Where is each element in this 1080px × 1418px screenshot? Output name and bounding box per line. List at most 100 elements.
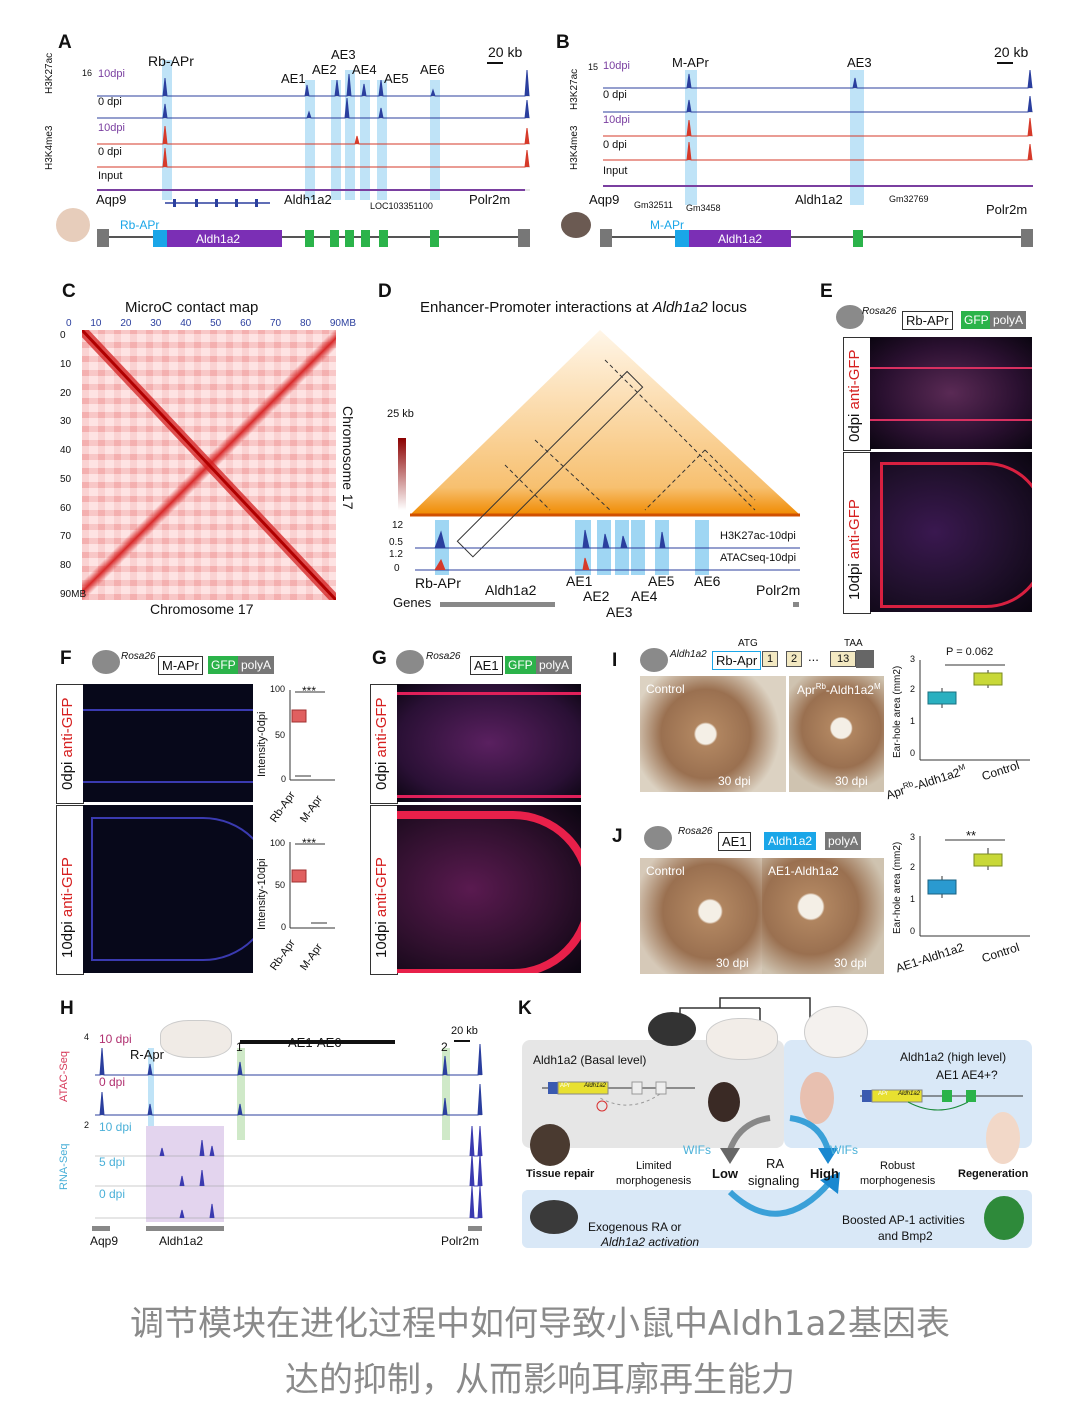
tick: 70: [270, 318, 282, 329]
label-sup: Rb: [815, 682, 826, 691]
panel-b-track-5: Input: [603, 165, 628, 177]
panel-d-y3: 1.2: [389, 549, 403, 560]
ear-icon: [530, 1124, 570, 1166]
panel-a-region-ae3: AE3: [331, 47, 356, 62]
panel-f-reporter: GFP: [208, 656, 239, 674]
panel-c-xlabel: Chromosome 17: [150, 601, 254, 617]
panel-f-boxplots: [289, 690, 335, 929]
panel-f-plot1-sig: ***: [302, 836, 317, 850]
panel-label-j: J: [612, 826, 623, 847]
panel-k-limited2: morphogenesis: [616, 1175, 692, 1187]
panel-j-photo-control: Control 30 dpi: [640, 858, 786, 974]
panel-i-photo-control-day: 30 dpi: [718, 774, 751, 788]
panel-j-polya: polyA: [825, 832, 862, 850]
panel-h-atac-track2: 0 dpi: [99, 1075, 126, 1089]
panel-d-region-ae5: AE5: [648, 573, 675, 589]
panel-f-plot1-tick-0: 0: [281, 922, 287, 932]
panel-a-gene-loc: LOC103351100: [370, 201, 433, 211]
panel-j-gene: Aldh1a2: [764, 832, 817, 850]
panel-b-construct-gene: Aldh1a2: [718, 232, 763, 246]
panel-d-region-ae1: AE1: [566, 573, 593, 589]
panel-d-colorbar: [398, 438, 406, 510]
panel-h-rna-track2: 5 dpi: [99, 1155, 126, 1169]
panel-d-title: Enhancer-Promoter interactions at Aldh1a…: [420, 299, 747, 316]
tick: 0: [66, 318, 72, 329]
panel-h-rna-name: RNA-Seq: [58, 1143, 70, 1190]
panel-d-region-polr2m: Polr2m: [756, 582, 801, 598]
panel-b-mark-h3k27ac: H3K27ac: [569, 68, 580, 110]
panel-label-h: H: [60, 998, 74, 1019]
panel-k-boost1: Boosted AP-1 activities: [842, 1213, 965, 1227]
panel-a-track-2: 0 dpi: [98, 96, 122, 108]
panel-d-title-pre: Enhancer-Promoter interactions at: [420, 299, 653, 316]
panel-d-region-aldh1a2: Aldh1a2: [485, 582, 537, 598]
panel-j-photo-ae1: AE1-Aldh1a2 30 dpi: [762, 858, 884, 974]
panel-c-ticks-left: 0 10 20 30 40 50 60 70 80 90MB: [60, 330, 86, 600]
panel-h-rna-track3: 0 dpi: [99, 1187, 126, 1201]
panel-f-polya: polyA: [238, 656, 275, 674]
panel-b-region-ae3: AE3: [847, 55, 872, 70]
panel-i-photo-control: Control 30 dpi: [640, 676, 786, 792]
panel-f-plot0-sig: ***: [302, 684, 317, 698]
tick: 50: [210, 318, 222, 329]
stain-label: anti-GFP: [59, 857, 76, 918]
panel-b-track-2: 0 dpi: [603, 89, 627, 101]
tick: 10: [90, 318, 102, 329]
panel-k-regeneration: Regeneration: [958, 1168, 1029, 1180]
panel-k-cycle-arrows: [720, 1115, 840, 1217]
label-part: Apr: [797, 683, 816, 697]
day-label: 0dpi: [59, 761, 76, 790]
panel-e-image-10dpi: [870, 452, 1032, 612]
panel-i-boxplot: [919, 660, 1030, 761]
white-rat-icon: [706, 1018, 778, 1060]
mouse-icon: [561, 212, 591, 238]
panel-label-d: D: [378, 281, 392, 302]
panel-j-photo-ae1-day: 30 dpi: [834, 956, 867, 970]
tick: 70: [60, 531, 72, 543]
tick: 90MB: [329, 318, 356, 329]
panel-label-f: F: [60, 648, 72, 669]
panel-c-title: MicroC contact map: [125, 299, 259, 316]
panel-k-ra: RA: [766, 1156, 785, 1171]
panel-f-plot0-tick-100: 100: [270, 684, 286, 694]
panel-b-construct-promoter: M-APr: [650, 218, 684, 232]
panel-b-gene-aldh1a2: Aldh1a2: [795, 192, 843, 207]
panel-a-track-3: 10dpi: [98, 122, 125, 134]
panel-f-image-0dpi: [83, 684, 253, 802]
day-label: 10dpi: [59, 921, 76, 958]
mouse-icon: [640, 648, 668, 672]
panel-b-scale: 20 kb: [994, 44, 1029, 60]
panel-i-plot-ylabel: Ear-hole area (mm2): [892, 665, 903, 758]
panel-b-tracks: [600, 62, 1033, 247]
panel-j-photo-control-label: Control: [646, 864, 685, 878]
panel-f-plot1-tick-50: 50: [275, 880, 286, 890]
panel-k-right-schematic: [860, 1089, 1023, 1111]
panel-i-atg: ATG: [738, 638, 758, 649]
panel-d-region-rbapr: Rb-APr: [415, 575, 461, 591]
panel-j-photo-ae1-label: AE1-Aldh1a2: [768, 864, 839, 878]
panel-g-reporter: GFP: [505, 656, 536, 674]
panel-d-interaction-triangle: [410, 330, 800, 607]
panel-e-rosa: Rosa26: [862, 306, 897, 317]
panel-f-plot1-ylabel: Intensity-10dpi: [256, 858, 268, 930]
panel-f-plot0-tick-50: 50: [275, 730, 286, 740]
tick: 0: [60, 330, 66, 341]
panel-a-region-ae1: AE1: [281, 71, 306, 86]
panel-h-atac-name: ATAC-Seq: [58, 1051, 70, 1102]
panel-i-plot-tick0: 0: [910, 748, 916, 758]
panel-b-gene-aqp9: Aqp9: [589, 192, 620, 207]
panel-b-gene-gm32769: Gm32769: [889, 194, 929, 204]
tick: 40: [60, 445, 72, 457]
panel-h-rna-ymax: 2: [84, 1120, 90, 1130]
day-label: 10dpi: [373, 921, 390, 958]
panel-h-gene-aldh1a2: Aldh1a2: [159, 1234, 204, 1248]
panel-a-scale: 20 kb: [488, 44, 523, 60]
panel-j-plot-sig: **: [966, 828, 977, 843]
panel-b-track-4: 0 dpi: [603, 139, 627, 151]
panel-e-image-0dpi: [870, 337, 1032, 449]
panel-k-right-enh: AE1 AE4+?: [936, 1068, 998, 1082]
panel-k-left-gene: Aldh1a2: [584, 1083, 607, 1089]
panel-h-atac-ymax: 4: [84, 1032, 90, 1042]
panel-h-region: AE1-AE6: [288, 1035, 342, 1050]
panel-k-left-title: Aldh1a2 (Basal level): [533, 1053, 647, 1067]
